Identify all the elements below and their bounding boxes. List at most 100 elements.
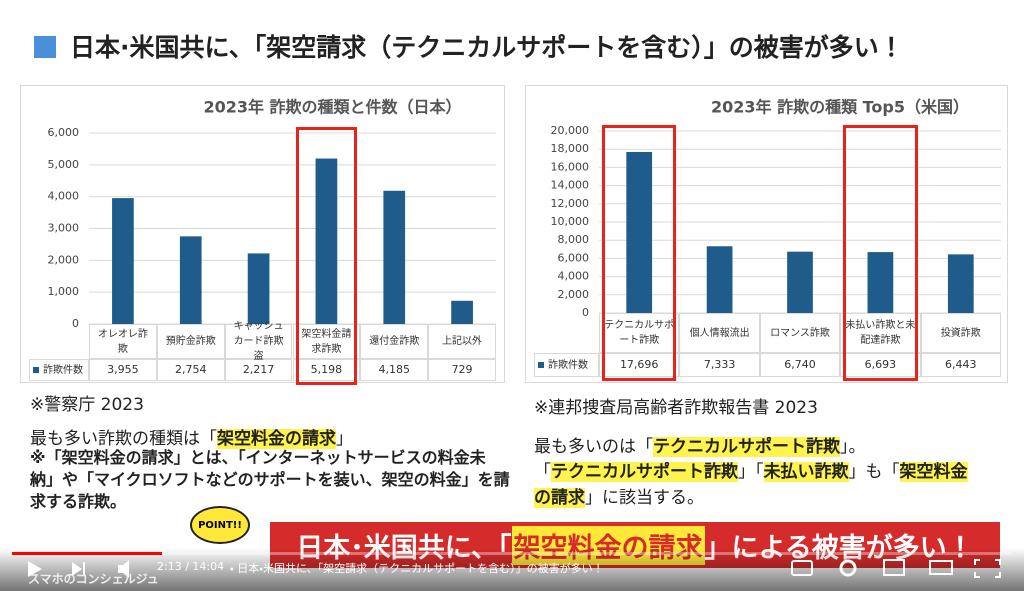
value-label: 6,443	[920, 353, 1001, 377]
bar	[706, 246, 733, 313]
summary: 最も多いのは「テクニカルサポート詐欺」。	[534, 432, 866, 457]
fullscreen-button[interactable]	[974, 559, 1001, 578]
legend-label: 詐欺件数	[548, 359, 588, 371]
highlight: テクニカルサポート詐欺	[653, 437, 840, 457]
x-tick-label: 還付金詐欺	[360, 324, 429, 359]
x-tick-label: オレオレ詐欺	[89, 324, 157, 359]
text: ※「	[30, 448, 62, 467]
bar	[451, 300, 473, 324]
detail: 「テクニカルサポート詐欺」「未払い詐欺」も「架空料金の請求」に該当する。	[534, 459, 968, 511]
y-tick-label: 1,000	[48, 285, 80, 298]
legend-swatch	[33, 367, 39, 373]
chart-jp: 2023年 詐欺の種類と件数（日本） 0 1,000 2,000 3,000 4,000 5…	[20, 85, 505, 385]
highlight-box	[602, 125, 677, 381]
value-label: 2,754	[156, 359, 225, 381]
y-tick-label: 6,000	[48, 126, 80, 139]
value-label: 3,955	[89, 359, 157, 381]
channel-watermark: スマホのコンシェルジュ	[28, 572, 159, 586]
bar	[315, 158, 338, 324]
chapter[interactable]: ・ 日本・米国共に、「架空請求（テクニカルサポートを含む）」の被害が多い！	[230, 562, 604, 575]
x-tick-label: テクニカルサポート詐欺	[599, 313, 680, 353]
chart-svg: 2023年 詐欺の種類と件数（日本） 0 1,000 2,000 3,000 4,000 5…	[48, 98, 496, 330]
bar	[112, 198, 134, 324]
volume-button[interactable]	[118, 560, 129, 578]
legend-label: 詐欺件数	[43, 364, 83, 376]
source: ※連邦捜査局高齢者詐欺報告書 2023	[534, 398, 818, 418]
bar	[383, 190, 406, 324]
title-icon	[34, 36, 56, 58]
chart-us: 2023年 詐欺の種類 Top5（米国） 0 2,000 4,000 6,000 8,00…	[525, 85, 1008, 383]
highlight: の請求	[534, 488, 585, 508]
text: 」に該当する。	[585, 488, 704, 508]
text: 最も多いのは「	[534, 437, 653, 457]
y-tick-label: 2,000	[558, 288, 590, 301]
y-tick-label: 0	[582, 306, 589, 319]
bar	[247, 253, 270, 324]
progress-bar	[12, 552, 162, 555]
source: ※警察庁 2023	[30, 395, 144, 415]
x-tick-label: キャッシュカード詐欺盗	[224, 321, 293, 362]
x-tick-label: 個人情報流出	[679, 313, 760, 353]
summary: 最も多い詐欺の種類は「架空料金の請求」	[30, 424, 353, 449]
point-badge: POINT!!	[190, 506, 250, 544]
next-button[interactable]	[72, 562, 82, 576]
y-tick-label: 10,000	[551, 215, 590, 228]
chart-title: 2023年 詐欺の種類 Top5（米国）	[711, 98, 969, 117]
text: 最も多い詐欺の種類は「	[30, 429, 217, 449]
miniplayer-button[interactable]	[883, 559, 905, 576]
highlight-box	[843, 125, 918, 381]
legend-cell: 詐欺件数	[534, 353, 599, 377]
y-tick-label: 18,000	[551, 142, 590, 155]
text: 」も「	[848, 462, 900, 482]
value-label: 17,696	[599, 353, 680, 377]
progress-track[interactable]	[12, 552, 1012, 555]
next-bar	[83, 562, 85, 576]
highlight: テクニカルサポート詐欺	[551, 462, 738, 482]
bar	[179, 236, 202, 324]
subtitles-button[interactable]	[791, 560, 813, 576]
y-tick-label: 2,000	[48, 253, 80, 266]
text: 求する詐欺。	[30, 492, 127, 511]
theater-button[interactable]	[929, 560, 953, 575]
y-tick-label: 16,000	[551, 160, 590, 173]
bar	[947, 254, 974, 313]
value-label: 6,740	[759, 353, 841, 377]
highlight-box	[295, 127, 358, 385]
text: 」「	[738, 462, 764, 482]
text: 納」や「マイクロソフトなどのサポートを装い、架空の料金」を請	[30, 470, 510, 489]
y-tick-label: 12,000	[551, 197, 590, 210]
chart-title: 2023年 詐欺の種類と件数（日本）	[203, 98, 461, 117]
text: 」とは、「インターネットサービスの料金未	[173, 448, 486, 467]
value-label: 2,217	[224, 359, 293, 381]
legend-cell: 詐欺件数	[29, 359, 89, 381]
x-tick-label: 預貯金詐欺	[156, 324, 225, 359]
x-tick-label: ロマンス詐欺	[759, 313, 841, 353]
x-tick-label: 投資詐欺	[920, 313, 1001, 353]
highlight: 架空料金	[899, 462, 968, 482]
y-tick-label: 14,000	[551, 179, 590, 192]
y-tick-label: 0	[72, 317, 79, 330]
x-tick-label: 架空料金請求詐欺	[292, 324, 361, 359]
play-button[interactable]	[28, 561, 42, 577]
x-tick-label: 上記以外	[428, 324, 496, 359]
detail: ※「架空料金の請求」とは、「インターネットサービスの料金未 納」や「マイクロソフト…	[30, 447, 510, 513]
value-label: 6,693	[840, 353, 921, 377]
highlight: 未払い詐欺	[763, 462, 849, 482]
text: 「	[534, 462, 551, 482]
x-tick-label: 未払い詐欺と未配達詐欺	[840, 313, 921, 353]
value-label: 5,198	[292, 359, 361, 381]
text: 」	[336, 429, 353, 449]
y-tick-label: 4,000	[558, 270, 590, 283]
value-label: 7,333	[679, 353, 760, 377]
time: 2:13 / 14:04	[157, 560, 225, 573]
settings-button[interactable]	[839, 559, 857, 577]
y-tick-label: 5,000	[48, 158, 80, 171]
y-tick-label: 20,000	[551, 124, 590, 137]
y-tick-label: 3,000	[48, 222, 80, 235]
y-tick-label: 4,000	[48, 190, 80, 203]
slide-title: 日本·米国共に、「架空請求（テクニカルサポートを含む）」の被害が多い！	[70, 33, 904, 62]
value-label: 729	[428, 359, 496, 381]
value-label: 4,185	[360, 359, 429, 381]
legend-swatch	[538, 362, 544, 368]
